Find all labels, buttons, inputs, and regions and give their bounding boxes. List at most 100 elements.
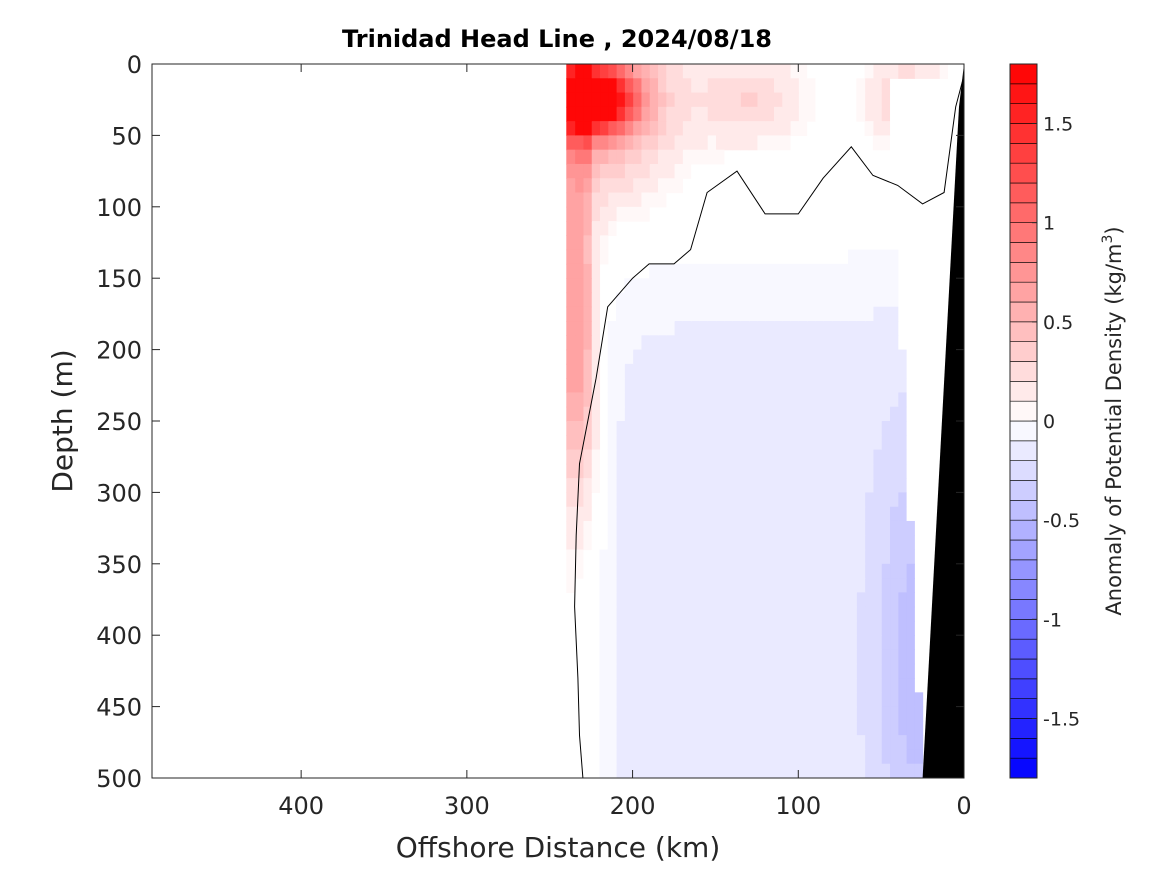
field-cell: [806, 92, 816, 108]
field-cell: [599, 178, 609, 194]
field-cell: [707, 263, 717, 279]
field-cell: [707, 749, 717, 765]
field-cell: [632, 163, 642, 179]
field-cell: [790, 306, 799, 322]
field-cell: [823, 292, 833, 308]
field-cell: [806, 335, 816, 351]
field-cell: [790, 363, 799, 379]
field-cell: [690, 563, 700, 579]
field-cell: [707, 449, 717, 465]
field-cell: [674, 392, 683, 408]
field-cell: [823, 563, 833, 579]
field-cell: [723, 749, 733, 765]
field-cell: [640, 635, 650, 651]
field-cell: [773, 321, 783, 336]
field-cell: [806, 321, 816, 336]
field-cell: [856, 92, 866, 108]
field-cell: [798, 678, 808, 693]
field-cell: [698, 135, 708, 151]
field-cell: [674, 478, 683, 493]
field-cell: [707, 720, 717, 736]
field-cell: [872, 292, 882, 308]
field-cell: [566, 78, 576, 94]
field-cell: [715, 449, 725, 465]
field-cell: [864, 620, 874, 636]
field-cell: [591, 149, 601, 165]
field-cell: [657, 449, 667, 465]
field-cell: [599, 720, 609, 736]
field-cell: [715, 321, 725, 336]
field-cell: [914, 763, 924, 778]
field-cell: [591, 421, 601, 436]
field-cell: [765, 606, 775, 622]
field-cell: [732, 749, 741, 765]
field-cell: [864, 592, 874, 608]
field-cell: [906, 735, 915, 751]
field-cell: [732, 649, 741, 665]
field-cell: [591, 363, 601, 379]
field-cell: [748, 478, 758, 493]
field-cell: [715, 563, 725, 579]
field-cell: [582, 378, 592, 394]
field-cell: [591, 463, 601, 479]
field-cell: [624, 535, 634, 551]
field-cell: [624, 449, 634, 465]
field-cell: [715, 349, 725, 365]
field-cell: [674, 321, 683, 336]
field-cell: [632, 763, 642, 778]
field-cell: [814, 492, 824, 508]
field-cell: [748, 263, 758, 279]
field-cell: [582, 478, 592, 493]
field-cell: [740, 578, 750, 593]
field-cell: [649, 106, 659, 122]
field-cell: [773, 463, 783, 479]
field-cell: [906, 720, 915, 736]
field-cell: [897, 378, 907, 394]
colorbar-swatch: [1009, 519, 1038, 541]
field-cell: [790, 349, 799, 365]
field-cell: [632, 278, 642, 294]
field-cell: [831, 592, 841, 608]
field-cell: [773, 92, 783, 108]
field-cell: [665, 635, 675, 651]
field-cell: [839, 292, 849, 308]
field-cell: [591, 192, 601, 208]
field-cell: [574, 192, 584, 208]
field-cell: [665, 763, 675, 778]
field-cell: [649, 478, 659, 493]
field-cell: [715, 392, 725, 408]
field-cell: [872, 663, 882, 679]
field-cell: [624, 606, 634, 622]
field-cell: [649, 435, 659, 451]
field-cell: [607, 720, 617, 736]
field-cell: [682, 263, 692, 279]
field-cell: [781, 578, 791, 593]
field-cell: [665, 406, 675, 422]
field-cell: [674, 606, 683, 622]
field-cell: [856, 78, 866, 94]
field-cell: [566, 392, 576, 408]
field-cell: [814, 720, 824, 736]
field-cell: [856, 520, 866, 536]
field-cell: [823, 549, 833, 565]
field-cell: [790, 435, 799, 451]
field-cell: [740, 135, 750, 151]
field-cell: [632, 406, 642, 422]
field-cell: [732, 135, 741, 151]
field-cell: [823, 678, 833, 693]
field-cell: [574, 235, 584, 251]
field-cell: [881, 606, 891, 622]
field-cell: [740, 520, 750, 536]
field-cell: [798, 520, 808, 536]
field-cell: [599, 635, 609, 651]
field-cell: [798, 635, 808, 651]
colorbar-swatch: [1009, 143, 1038, 164]
field-cell: [781, 663, 791, 679]
field-cell: [632, 692, 642, 708]
field-cell: [649, 749, 659, 765]
field-cell: [872, 763, 882, 778]
field-cell: [607, 106, 617, 122]
field-cell: [723, 449, 733, 465]
field-cell: [823, 463, 833, 479]
field-cell: [806, 478, 816, 493]
